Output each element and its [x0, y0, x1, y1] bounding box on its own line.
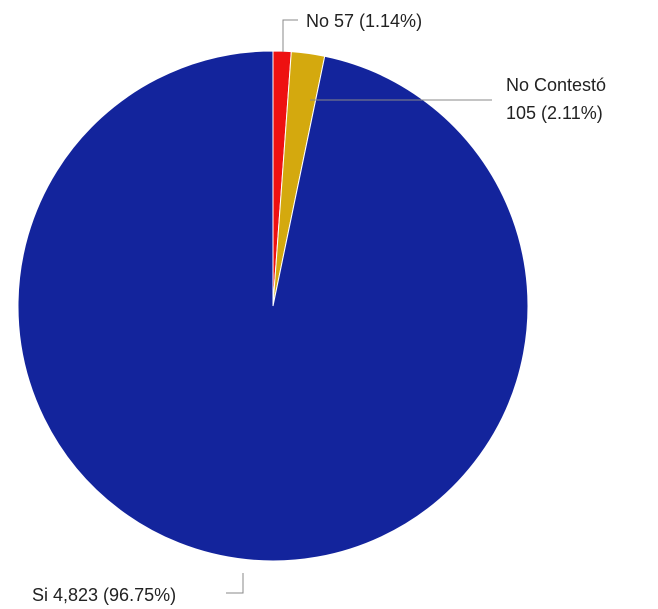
slices-group [17, 50, 529, 562]
slice-label-no-contesto-line1: No Contestó [506, 75, 606, 95]
slice-label-si: Si 4,823 (96.75%) [32, 585, 176, 605]
leader-line-no [282, 19, 298, 52]
slice-label-no-contesto-line2: 105 (2.11%) [506, 103, 603, 123]
labels-group: No 57 (1.14%) No Contestó 105 (2.11%) Si… [32, 11, 606, 605]
pie-slice-si [17, 50, 529, 562]
slice-label-no: No 57 (1.14%) [306, 11, 422, 31]
leader-line-si [226, 573, 244, 594]
